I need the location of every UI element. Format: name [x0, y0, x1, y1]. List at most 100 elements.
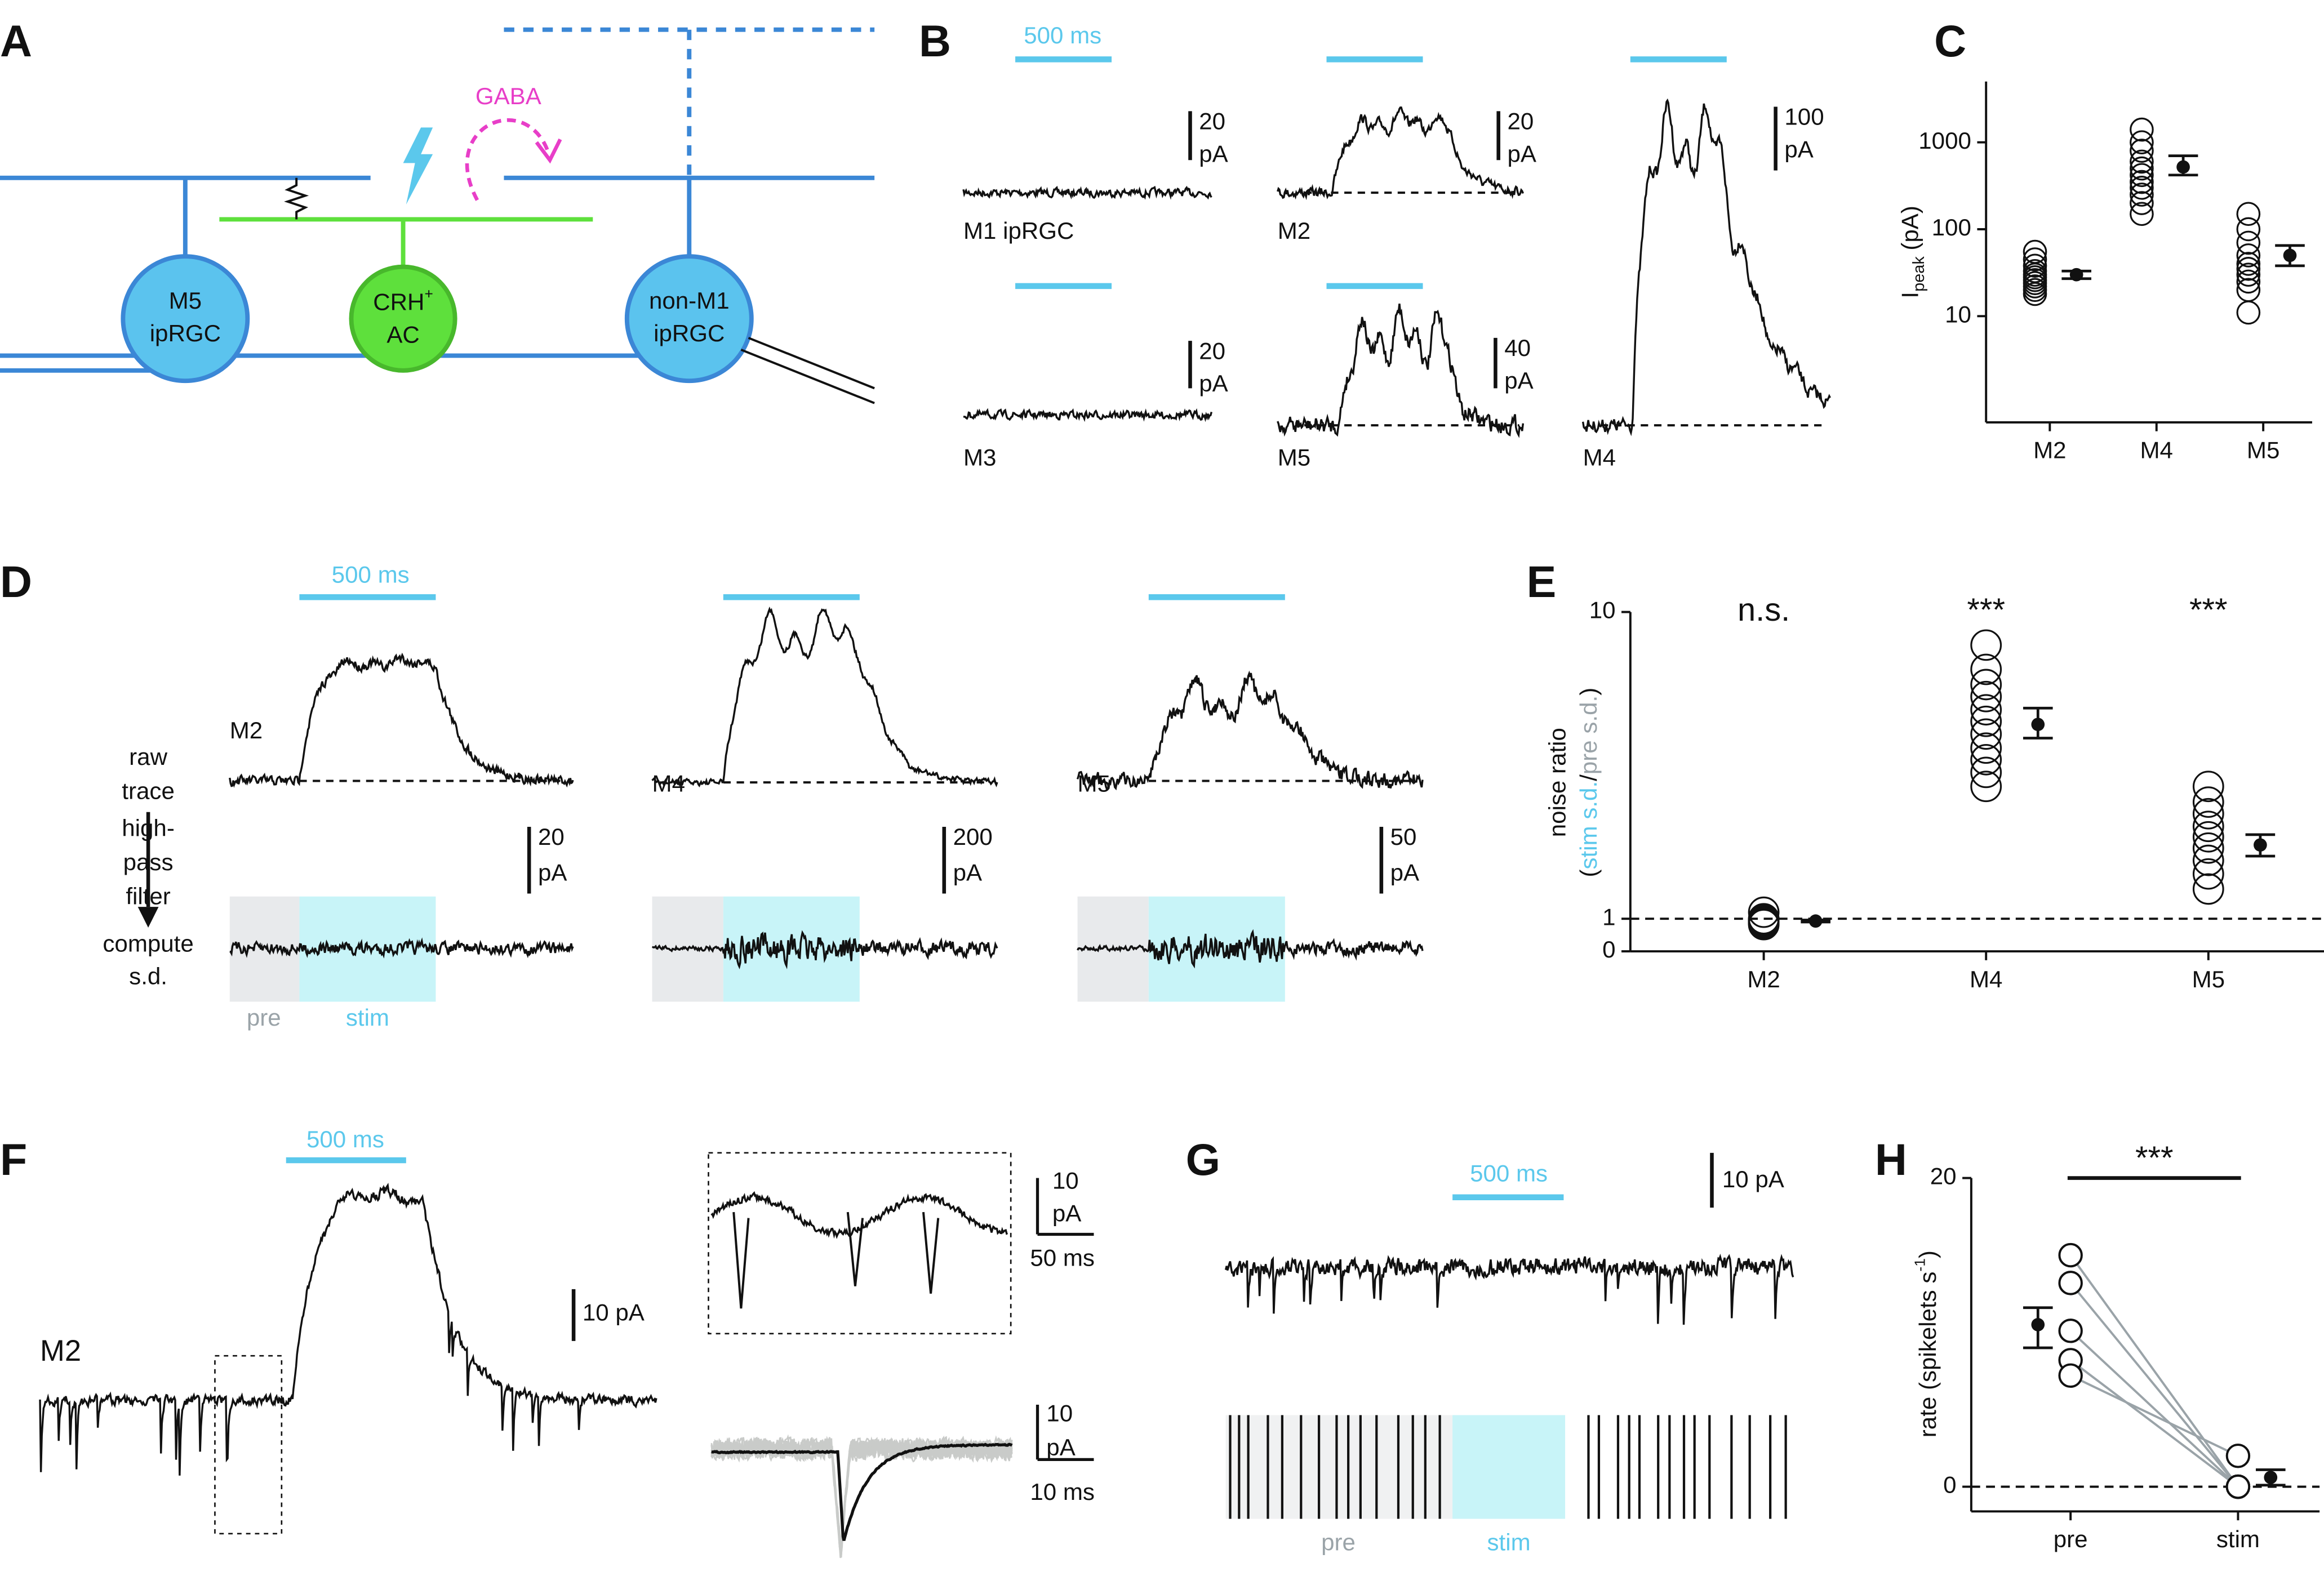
- data-point: [2236, 243, 2261, 268]
- label: pA: [1504, 367, 1533, 394]
- trace: [710, 1435, 1013, 1555]
- data-point: [2192, 786, 2224, 818]
- label: pre: [247, 1004, 281, 1031]
- data-point: [1970, 705, 2002, 737]
- label: stim: [346, 1004, 389, 1031]
- trace: [963, 408, 1213, 422]
- mean-dot: [2031, 1318, 2045, 1331]
- label: 20: [1507, 108, 1534, 135]
- label: GABA: [476, 83, 541, 109]
- inset-frame: [214, 1355, 283, 1535]
- panel-letter: E: [1527, 557, 1557, 607]
- data-point: [2236, 252, 2261, 276]
- data-point: [2023, 247, 2047, 271]
- data-point: [1748, 903, 1780, 935]
- pair-line: [2069, 1254, 2239, 1487]
- trace: [962, 185, 1212, 200]
- label: M1 ipRGC: [963, 217, 1074, 244]
- trace: [651, 606, 998, 787]
- y-tick-label: 1000: [1918, 127, 1971, 154]
- data-point: [2192, 832, 2224, 864]
- data-point: [1970, 694, 2002, 726]
- label: pA: [953, 859, 982, 885]
- mean-dot: [2283, 248, 2297, 262]
- data-point: [2130, 149, 2154, 174]
- trace: [39, 1183, 657, 1476]
- data-point: [2130, 182, 2154, 207]
- label: 500 ms: [332, 562, 410, 588]
- label: peak: [1909, 256, 1927, 292]
- data-point: [1748, 896, 1780, 928]
- label: pA: [1052, 1200, 1081, 1226]
- label: 20: [1199, 337, 1225, 364]
- label: I: [1897, 292, 1923, 299]
- y-tick-label: 10: [1945, 301, 1971, 327]
- label: pA: [1046, 1434, 1075, 1460]
- pair-line: [2069, 1359, 2239, 1488]
- label: 500 ms: [306, 1126, 384, 1152]
- trace: [710, 1191, 1008, 1239]
- x-tick-label: M4: [1970, 966, 2002, 992]
- y-axis-title: rate (spikelets s-1): [1911, 1250, 1941, 1437]
- label: /: [1575, 774, 1602, 781]
- mean-dot: [2264, 1471, 2278, 1485]
- mean-dot: [2176, 160, 2190, 174]
- label: 100: [1784, 104, 1824, 130]
- data-point: [2130, 139, 2154, 163]
- shade: [1225, 1415, 1453, 1519]
- data-point: [2130, 176, 2154, 200]
- data-point: [2192, 770, 2224, 803]
- data-point: [2023, 253, 2047, 278]
- panel-letter: A: [0, 16, 32, 66]
- y-tick-label: 0: [1943, 1472, 1956, 1498]
- data-point: [2130, 191, 2154, 215]
- data-point: [2236, 230, 2261, 255]
- y-tick-label: 1: [1602, 903, 1615, 930]
- x-tick-label: M5: [2247, 437, 2279, 464]
- data-point: [2236, 257, 2261, 281]
- label: M5: [169, 287, 202, 314]
- panel-letter: C: [1934, 16, 1966, 66]
- label: 20: [538, 823, 565, 850]
- data-point: [2236, 262, 2261, 287]
- label: 50 ms: [1030, 1244, 1095, 1271]
- data-point: [1970, 669, 2002, 701]
- trace: [846, 1212, 864, 1286]
- data-point: [2236, 269, 2261, 294]
- diagram-shapes: [0, 27, 875, 404]
- data-point: [2023, 239, 2047, 264]
- label: ipRGC: [150, 320, 221, 346]
- y-tick-label: 10: [1589, 597, 1616, 623]
- label: s.d.: [129, 963, 167, 990]
- x-tick-label: stim: [2216, 1526, 2260, 1552]
- label: trace: [122, 778, 175, 804]
- data-point: [2236, 202, 2261, 226]
- y-axis-title: Ipeak (pA): [1897, 206, 1928, 298]
- label: pA: [1199, 370, 1228, 397]
- data-point: [2130, 170, 2154, 194]
- label: M4: [1583, 444, 1616, 471]
- data-point: [2058, 1319, 2083, 1343]
- mean-dot: [1808, 914, 1823, 928]
- mean-dot: [2069, 268, 2083, 282]
- label: raw: [129, 743, 167, 770]
- label: M2: [230, 717, 263, 743]
- label: pre: [1321, 1529, 1356, 1555]
- annotation: ***: [2189, 592, 2228, 628]
- y-axis-title: noise ratio: [1544, 728, 1571, 837]
- label: ): [1914, 1250, 1941, 1258]
- label: stim: [1487, 1529, 1531, 1555]
- label: (pA): [1897, 206, 1923, 250]
- label: 50: [1390, 823, 1417, 850]
- label: pA: [1390, 859, 1419, 885]
- label: (: [1575, 869, 1602, 877]
- label: compute: [103, 930, 193, 957]
- annotation: ***: [2135, 1140, 2174, 1176]
- label: M5: [1078, 770, 1110, 797]
- label: 10 ms: [1030, 1478, 1095, 1505]
- data-point: [1970, 732, 2002, 764]
- x-tick-label: M2: [2033, 437, 2066, 464]
- label: CRH: [373, 289, 424, 315]
- label: pre s.d.: [1575, 696, 1602, 774]
- trace: [1277, 106, 1524, 201]
